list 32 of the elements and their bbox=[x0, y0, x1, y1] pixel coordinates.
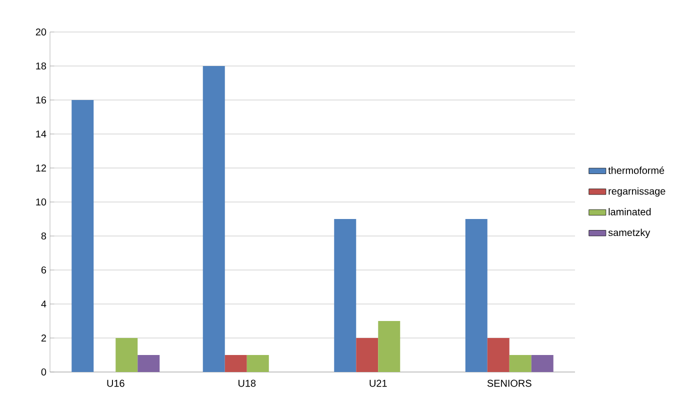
y-tick-label: 8 bbox=[41, 232, 46, 240]
x-tick-label: U16 bbox=[107, 380, 124, 387]
bar bbox=[246, 355, 269, 372]
x-tick-label: U21 bbox=[370, 380, 387, 387]
bar bbox=[202, 66, 225, 372]
y-tick-label: 16 bbox=[36, 96, 46, 104]
y-tick-label: 14 bbox=[36, 130, 46, 138]
y-tick-label: 10 bbox=[36, 198, 46, 206]
bar bbox=[116, 338, 138, 372]
y-tick-label: 2 bbox=[41, 334, 46, 342]
bar bbox=[509, 355, 532, 372]
bar bbox=[356, 338, 378, 372]
bar bbox=[224, 355, 247, 372]
x-tick-label: SENIORS bbox=[487, 380, 532, 387]
bar bbox=[138, 355, 160, 372]
y-tick-label: 20 bbox=[36, 28, 46, 36]
y-tick-label: 12 bbox=[36, 164, 46, 172]
bar bbox=[72, 100, 94, 372]
y-tick-label: 18 bbox=[36, 62, 46, 70]
bar bbox=[487, 338, 510, 372]
y-tick-label: 6 bbox=[41, 266, 46, 274]
bar bbox=[465, 218, 488, 372]
legend-label: sametzky bbox=[608, 228, 650, 238]
bar bbox=[531, 355, 554, 372]
y-tick-label: 4 bbox=[41, 300, 46, 308]
legend-label: regarnissage bbox=[608, 187, 666, 197]
legend-label: thermoformé bbox=[608, 166, 664, 174]
legend-label: laminated bbox=[608, 208, 651, 216]
x-tick-label: U18 bbox=[238, 380, 256, 387]
y-tick-label: 0 bbox=[41, 368, 46, 376]
bar bbox=[334, 218, 356, 372]
bar bbox=[378, 321, 400, 372]
